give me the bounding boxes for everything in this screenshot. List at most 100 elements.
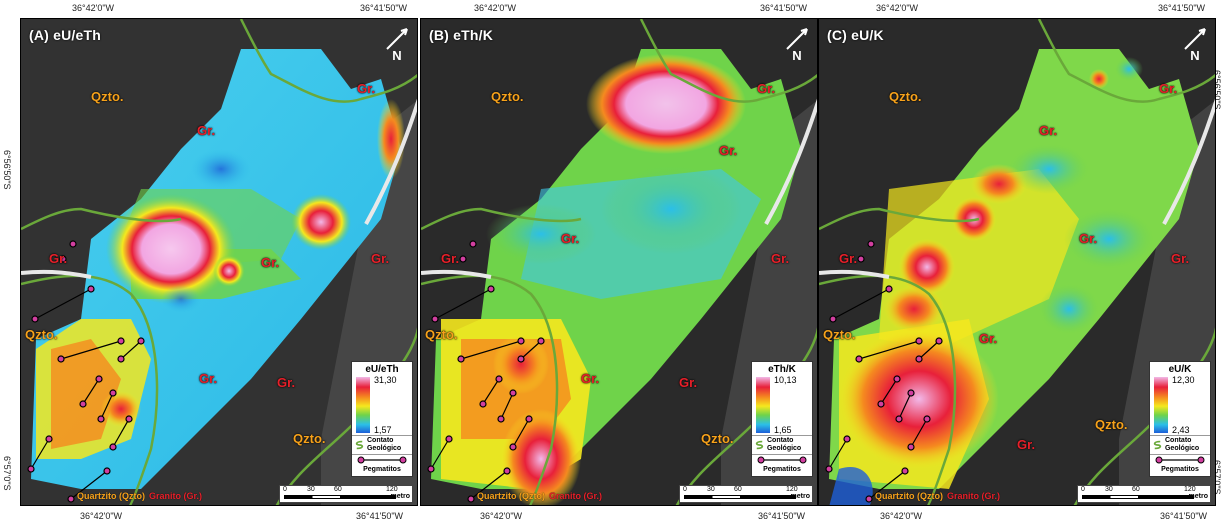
pegmatite-icon — [1155, 456, 1205, 464]
gr-label: Gr. — [1017, 437, 1036, 452]
color-ramp-bar — [356, 377, 370, 433]
gr-label: Gr. — [679, 375, 698, 390]
legend-contact: Contato Geológico — [752, 435, 812, 454]
gr-label: Gr. — [1171, 251, 1190, 266]
scale-tick: 0 — [1081, 486, 1085, 493]
north-arrow-icon: N — [783, 25, 811, 65]
granito-caption: Granito (Gr.) — [947, 491, 1001, 501]
legend-pegmatite: Pegmatitos — [1150, 454, 1210, 476]
qzto-label: Qzto. — [293, 431, 326, 446]
scale-unit: metro — [1188, 493, 1208, 500]
coord-top-b2: 36°41'50"W — [760, 3, 808, 13]
contact-line-icon — [1153, 440, 1162, 450]
legend-title: eU/eTh — [365, 364, 399, 375]
map-panel-c[interactable]: (C) eU/K N Qzto. Gr. Gr. Gr. Gr. Gr. Qzt… — [818, 18, 1216, 506]
gr-label: Gr. — [839, 251, 858, 266]
color-ramp-bar — [1154, 377, 1168, 433]
qzto-label: Qzto. — [1095, 417, 1128, 432]
gr-label: Gr. — [719, 143, 738, 158]
gr-label: Gr. — [441, 251, 460, 266]
gr-label: Gr. — [757, 81, 776, 96]
pegmatite-label: Pegmatitos — [363, 466, 401, 473]
legend-title: eTh/K — [768, 364, 796, 375]
scale-tick: 0 — [683, 486, 687, 493]
color-ramp: 31,30 1,57 — [356, 375, 408, 435]
legend-contact: Contato Geológico — [1150, 435, 1210, 454]
gr-label: Gr. — [581, 371, 600, 386]
coord-top-c2: 36°41'50"W — [1158, 3, 1206, 13]
pegmatite-label: Pegmatitos — [763, 466, 801, 473]
map-panel-b[interactable]: (B) eTh/K N Qzto. Gr. Gr. Gr. Gr. Gr. Qz… — [420, 18, 818, 506]
coord-left-lower: 6°57'0"S — [2, 456, 12, 491]
coord-bottom-a1: 36°42'0"W — [80, 511, 123, 521]
granito-caption: Granito (Gr.) — [549, 491, 603, 501]
legend-c: eU/K 12,30 2,43 Contato Geológico Pegmat… — [1149, 361, 1211, 477]
scale-bar-graphic — [1082, 495, 1194, 499]
legend-contact: Contato Geológico — [352, 435, 412, 454]
scale-bar-graphic — [684, 495, 796, 499]
scale-tick: 120 — [386, 486, 398, 493]
scale-bar: 0 30 60 120 metro — [279, 485, 413, 503]
gr-label: Gr. — [277, 375, 296, 390]
gr-label: Gr. — [979, 331, 998, 346]
scale-bar-graphic — [284, 495, 396, 499]
gr-label: Gr. — [371, 251, 390, 266]
legend-max: 31,30 — [374, 375, 397, 385]
legend-max: 12,30 — [1172, 375, 1195, 385]
coord-top-c1: 36°42'0"W — [876, 3, 919, 13]
scale-tick: 60 — [734, 486, 742, 493]
panel-title-a: (A) eU/eTh — [29, 27, 101, 43]
legend-max: 10,13 — [774, 375, 797, 385]
scale-unit: metro — [390, 493, 410, 500]
contact-line-icon — [755, 440, 764, 450]
color-ramp: 12,30 2,43 — [1154, 375, 1206, 435]
quartzito-caption: Quartzito (Qzto) — [875, 491, 943, 501]
gr-label: Gr. — [199, 371, 218, 386]
legend-b: eTh/K 10,13 1,65 Contato Geológico Pegma… — [751, 361, 813, 477]
coord-bottom-c2: 36°41'50"W — [1160, 511, 1208, 521]
coord-bottom-c1: 36°42'0"W — [880, 511, 923, 521]
panel-title-c: (C) eU/K — [827, 27, 884, 43]
gr-label: Gr. — [1159, 81, 1178, 96]
panel-title-b: (B) eTh/K — [429, 27, 494, 43]
gr-label: Gr. — [1079, 231, 1098, 246]
qzto-label: Qzto. — [25, 327, 58, 342]
coord-top-a2: 36°41'50"W — [360, 3, 408, 13]
qzto-label: Qzto. — [491, 89, 524, 104]
gr-label: Gr. — [357, 81, 376, 96]
lithology-caption: Quartzito (Qzto) Granito (Gr.) — [477, 489, 813, 503]
pegmatite-icon — [357, 456, 407, 464]
gr-label: Gr. — [49, 251, 68, 266]
qzto-label: Qzto. — [823, 327, 856, 342]
lithology-caption: Quartzito (Qzto) Granito (Gr.) — [77, 489, 413, 503]
quartzito-caption: Quartzito (Qzto) — [477, 491, 545, 501]
coord-bottom-b2: 36°41'50"W — [758, 511, 806, 521]
color-ramp-bar — [756, 377, 770, 433]
coord-top-a1: 36°42'0"W — [72, 3, 115, 13]
qzto-label: Qzto. — [425, 327, 458, 342]
map-panel-a[interactable]: (A) eU/eTh N Qzto. Gr. Gr. Gr. Gr. Gr. Q… — [20, 18, 418, 506]
qzto-label: Qzto. — [91, 89, 124, 104]
legend-title: eU/K — [1168, 364, 1192, 375]
qzto-label: Qzto. — [889, 89, 922, 104]
map-image-a — [21, 19, 417, 505]
scale-tick: 0 — [283, 486, 287, 493]
gr-label: Gr. — [1039, 123, 1058, 138]
north-label: N — [1190, 48, 1200, 63]
scale-tick: 60 — [334, 486, 342, 493]
north-label: N — [392, 48, 402, 63]
legend-min: 1,65 — [774, 425, 792, 435]
color-ramp: 10,13 1,65 — [756, 375, 808, 435]
legend-pegmatite: Pegmatitos — [752, 454, 812, 476]
coord-bottom-a2: 36°41'50"W — [356, 511, 404, 521]
gr-label: Gr. — [197, 123, 216, 138]
coord-left-upper: 6°56'50"S — [2, 150, 12, 190]
legend-min: 2,43 — [1172, 425, 1190, 435]
contact-label: Contato Geológico — [766, 437, 802, 452]
contact-label: Contato Geológico — [366, 437, 402, 452]
quartzito-caption: Quartzito (Qzto) — [77, 491, 145, 501]
scale-tick: 30 — [707, 486, 715, 493]
legend-min: 1,57 — [374, 425, 392, 435]
scale-tick: 120 — [1184, 486, 1196, 493]
contact-line-icon — [355, 440, 364, 450]
